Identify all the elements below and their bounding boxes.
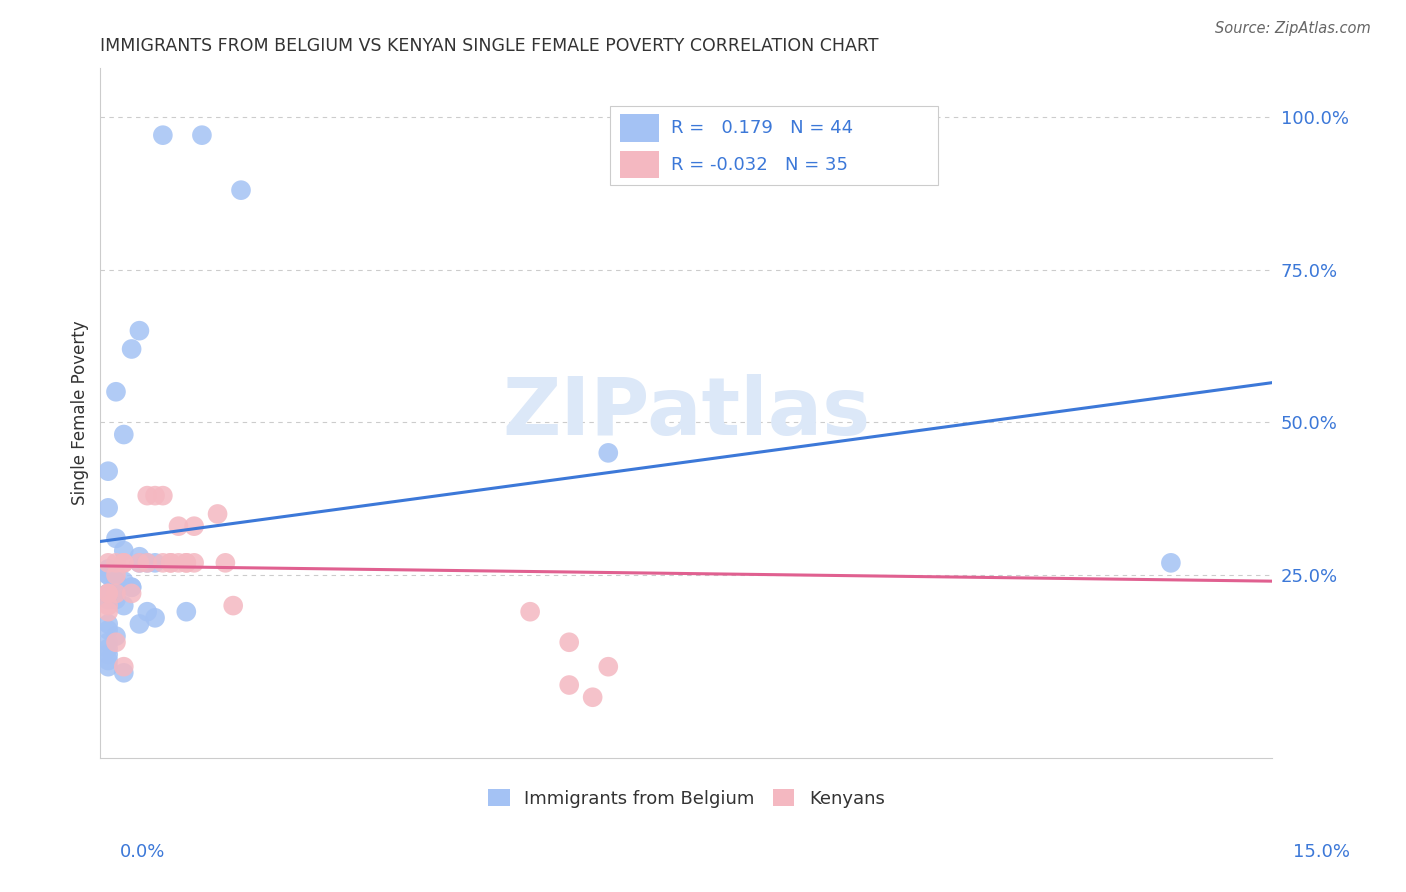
Point — [121, 580, 143, 594]
Point — [97, 599, 120, 613]
Point — [222, 599, 245, 613]
Point — [104, 532, 127, 546]
Point — [152, 489, 174, 503]
Point — [167, 519, 190, 533]
Point — [558, 678, 581, 692]
Text: R =   0.179   N = 44: R = 0.179 N = 44 — [671, 119, 853, 137]
Point — [598, 659, 620, 673]
Point — [598, 446, 620, 460]
Point — [1160, 556, 1182, 570]
Point — [112, 574, 135, 589]
Point — [104, 568, 127, 582]
FancyBboxPatch shape — [620, 151, 659, 178]
Point — [104, 574, 127, 589]
Text: IMMIGRANTS FROM BELGIUM VS KENYAN SINGLE FEMALE POVERTY CORRELATION CHART: IMMIGRANTS FROM BELGIUM VS KENYAN SINGLE… — [100, 37, 879, 55]
Point — [112, 659, 135, 673]
Point — [159, 556, 181, 570]
Point — [176, 605, 198, 619]
Point — [128, 616, 150, 631]
Point — [97, 623, 120, 637]
Point — [121, 342, 143, 356]
Point — [143, 489, 166, 503]
Point — [104, 635, 127, 649]
Point — [176, 556, 198, 570]
Y-axis label: Single Female Poverty: Single Female Poverty — [72, 321, 89, 506]
Text: 15.0%: 15.0% — [1292, 843, 1350, 861]
Point — [97, 654, 120, 668]
Point — [97, 648, 120, 662]
Point — [183, 556, 205, 570]
Point — [167, 556, 190, 570]
FancyBboxPatch shape — [620, 114, 659, 142]
Point — [112, 599, 135, 613]
Point — [97, 586, 120, 600]
Point — [97, 586, 120, 600]
Point — [183, 519, 205, 533]
Point — [97, 500, 120, 515]
Point — [128, 549, 150, 564]
Point — [97, 562, 120, 576]
Text: R = -0.032   N = 35: R = -0.032 N = 35 — [671, 155, 848, 174]
Point — [97, 568, 120, 582]
Point — [143, 556, 166, 570]
Text: 0.0%: 0.0% — [120, 843, 165, 861]
Point — [136, 605, 159, 619]
Point — [97, 592, 120, 607]
Point — [104, 592, 127, 607]
Point — [97, 586, 120, 600]
Point — [207, 507, 229, 521]
Point — [229, 183, 252, 197]
Point — [112, 665, 135, 680]
Point — [112, 556, 135, 570]
Point — [143, 611, 166, 625]
Legend: Immigrants from Belgium, Kenyans: Immigrants from Belgium, Kenyans — [481, 782, 891, 815]
Point — [112, 427, 135, 442]
Point — [159, 556, 181, 570]
Point — [152, 556, 174, 570]
Point — [128, 556, 150, 570]
Point — [104, 556, 127, 570]
Point — [112, 543, 135, 558]
Point — [97, 568, 120, 582]
Point — [97, 641, 120, 656]
Point — [97, 635, 120, 649]
Point — [97, 616, 120, 631]
Point — [214, 556, 236, 570]
Point — [191, 128, 214, 143]
Point — [136, 556, 159, 570]
Text: Source: ZipAtlas.com: Source: ZipAtlas.com — [1215, 21, 1371, 37]
Point — [104, 586, 127, 600]
Point — [104, 586, 127, 600]
Point — [519, 605, 541, 619]
Point — [136, 556, 159, 570]
Point — [97, 464, 120, 478]
Point — [121, 586, 143, 600]
Point — [176, 556, 198, 570]
Point — [97, 586, 120, 600]
Point — [104, 384, 127, 399]
Text: ZIPatlas: ZIPatlas — [502, 374, 870, 452]
Point — [97, 605, 120, 619]
Point — [128, 556, 150, 570]
Point — [112, 556, 135, 570]
Point — [104, 574, 127, 589]
Point — [104, 629, 127, 643]
Point — [136, 489, 159, 503]
FancyBboxPatch shape — [610, 106, 938, 186]
Point — [97, 556, 120, 570]
Point — [97, 659, 120, 673]
Point — [128, 324, 150, 338]
Point — [152, 128, 174, 143]
Point — [582, 690, 605, 705]
Point — [121, 580, 143, 594]
Point — [558, 635, 581, 649]
